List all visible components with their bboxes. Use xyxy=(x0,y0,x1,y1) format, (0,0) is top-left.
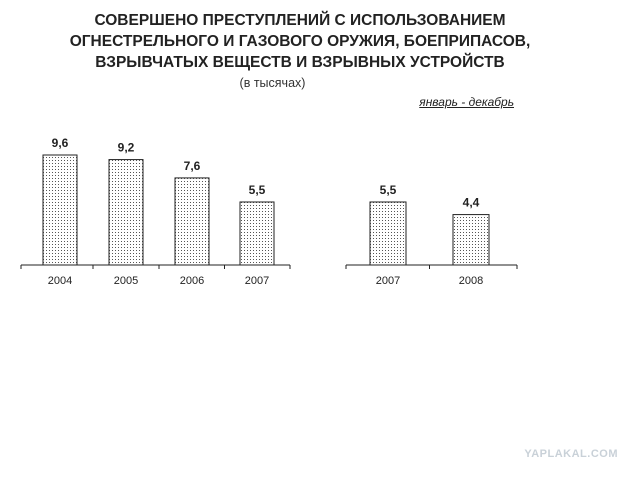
chart-title: СОВЕРШЕНО ПРЕСТУПЛЕНИЙ С ИСПОЛЬЗОВАНИЕМ … xyxy=(69,12,531,71)
data-label: 9,2 xyxy=(118,141,135,155)
data-label: 4,4 xyxy=(463,196,480,210)
x-tick-label: 2008 xyxy=(459,275,483,287)
bar xyxy=(174,177,210,266)
x-tick-label: 2004 xyxy=(48,275,72,287)
data-label: 9,6 xyxy=(52,136,69,150)
x-tick-label: 2006 xyxy=(180,275,204,287)
x-tick-label: 2007 xyxy=(245,275,269,287)
bar xyxy=(42,154,78,266)
bar xyxy=(108,159,144,266)
bar xyxy=(239,201,275,266)
x-tick-label: 2007 xyxy=(376,275,400,287)
bar xyxy=(452,214,490,266)
bar xyxy=(369,201,407,266)
chart-subtitle: (в тысячах) xyxy=(239,76,306,90)
watermark-logo: YAPLAKAL.COM xyxy=(524,448,618,460)
period-label: январь - декабрь xyxy=(419,95,514,109)
x-tick-label: 2005 xyxy=(114,275,138,287)
data-label: 5,5 xyxy=(249,183,266,197)
data-label: 5,5 xyxy=(380,183,397,197)
data-label: 7,6 xyxy=(184,159,201,173)
